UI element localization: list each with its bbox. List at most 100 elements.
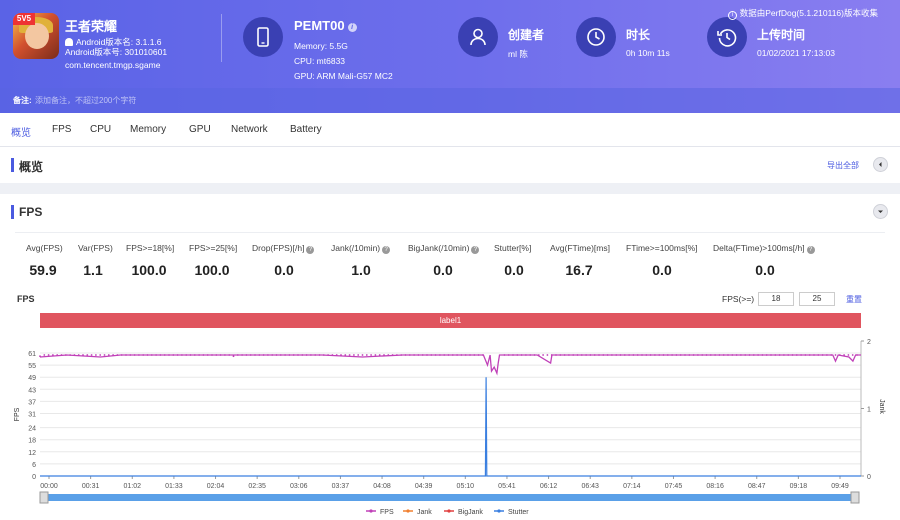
fps-point [138, 354, 140, 356]
export-all-link[interactable]: 导出全部 [827, 161, 859, 170]
fps-threshold-input-1[interactable]: 18 [758, 292, 794, 306]
fps-point [580, 354, 583, 356]
fps-point [675, 354, 678, 356]
tab-gpu[interactable]: GPU [189, 124, 211, 135]
legend-label: FPS [380, 509, 394, 516]
fps-point [193, 354, 196, 356]
tab-fps[interactable]: FPS [52, 124, 72, 135]
x-tick-label: 02:35 [248, 483, 266, 490]
device-memory: Memory: 5.5G [294, 41, 348, 51]
range-handle-left [39, 491, 49, 504]
fps-point [619, 354, 622, 356]
fps-point [740, 354, 742, 356]
x-tick-label: 03:37 [332, 483, 350, 490]
chart-title: FPS [17, 294, 35, 304]
stat-label: FPS>=25[%] [189, 243, 238, 253]
fps-point [697, 354, 699, 356]
fps-point [301, 354, 304, 356]
fps-point [163, 354, 166, 356]
device-info-icon[interactable]: i [347, 23, 357, 32]
collapse-down-button[interactable] [873, 204, 888, 219]
tab-battery[interactable]: Battery [290, 124, 322, 135]
fps-point [451, 354, 454, 356]
help-icon[interactable]: ? [382, 246, 391, 254]
creator-title: 创建者 [508, 28, 545, 42]
reset-button[interactable]: 重置 [846, 295, 862, 304]
fps-point [400, 354, 403, 356]
fps-point [47, 354, 50, 356]
help-icon[interactable]: ? [471, 246, 480, 254]
help-icon[interactable]: ? [306, 246, 315, 254]
fps-point [146, 354, 149, 356]
fps-point [168, 354, 170, 356]
x-tick-label: 09:18 [790, 483, 808, 490]
fps-point [821, 354, 824, 356]
fps-point [856, 354, 858, 356]
fps-point [735, 354, 738, 356]
tab-memory[interactable]: Memory [130, 124, 167, 135]
help-icon[interactable]: ? [806, 246, 815, 254]
note-input[interactable]: 添加备注，不超过200个字符 [35, 96, 137, 105]
legend-label: Jank [417, 509, 432, 516]
fps-point [43, 354, 46, 356]
chevron-down-icon [878, 210, 883, 213]
fps-point [254, 354, 256, 356]
fps-point [748, 354, 751, 356]
fps-point [598, 354, 600, 356]
chevron-left-icon [879, 162, 882, 167]
fps-point [529, 354, 532, 356]
y-tick-label: 24 [28, 426, 36, 433]
fps-point [641, 354, 643, 356]
app-package: com.tencent.tmgp.sgame [65, 60, 161, 70]
fps-point [705, 354, 708, 356]
fps-point [107, 354, 110, 356]
label-bar[interactable]: label1 [40, 313, 861, 328]
fps-point [546, 354, 549, 356]
fps-point [314, 354, 317, 356]
fps-point [507, 354, 510, 356]
x-tick-label: 00:31 [82, 483, 100, 490]
stat-label: Var(FPS) [78, 243, 113, 253]
fps-point [628, 354, 630, 356]
collapse-left-button[interactable] [873, 157, 888, 172]
fps-point [378, 354, 381, 356]
fps-point [391, 354, 394, 356]
tab-network[interactable]: Network [231, 124, 268, 135]
stat-value: 0.0 [274, 262, 294, 278]
fps-point [611, 354, 613, 356]
fps-point [224, 354, 226, 356]
fps-point [60, 354, 63, 356]
fps-point [851, 354, 854, 356]
fps-point [56, 354, 59, 356]
user-icon [458, 17, 498, 57]
fps-point [460, 354, 463, 356]
fps-point [688, 354, 691, 356]
y-tick-label: 18 [28, 438, 36, 445]
tab-cpu[interactable]: CPU [90, 124, 112, 135]
x-tick-label: 08:16 [706, 483, 724, 490]
fps-point [133, 354, 136, 356]
fps-point [671, 354, 673, 356]
fps-point [800, 354, 802, 356]
app-name: 王者荣耀 [65, 19, 118, 34]
overview-section [0, 147, 900, 183]
fps-point [654, 354, 656, 356]
stat-label: Avg(FPS) [26, 243, 63, 253]
y-tick-label: 12 [28, 450, 36, 457]
fps-point [456, 354, 458, 356]
legend-marker [447, 509, 451, 513]
fps-point [430, 354, 433, 356]
fps-point [602, 354, 605, 356]
y-tick-label: 49 [28, 375, 36, 382]
fps-point [189, 354, 192, 356]
stat-value: 0.0 [504, 262, 524, 278]
fps-threshold-input-2[interactable]: 25 [799, 292, 835, 306]
tab-overview[interactable]: 概览 [11, 124, 31, 150]
fps-point [787, 354, 790, 356]
fps-point [82, 354, 84, 356]
fps-point [292, 354, 295, 356]
fps-point [774, 354, 777, 356]
fps-point [344, 354, 347, 356]
x-tick-label: 02:04 [207, 483, 225, 490]
fps-point [576, 354, 579, 356]
